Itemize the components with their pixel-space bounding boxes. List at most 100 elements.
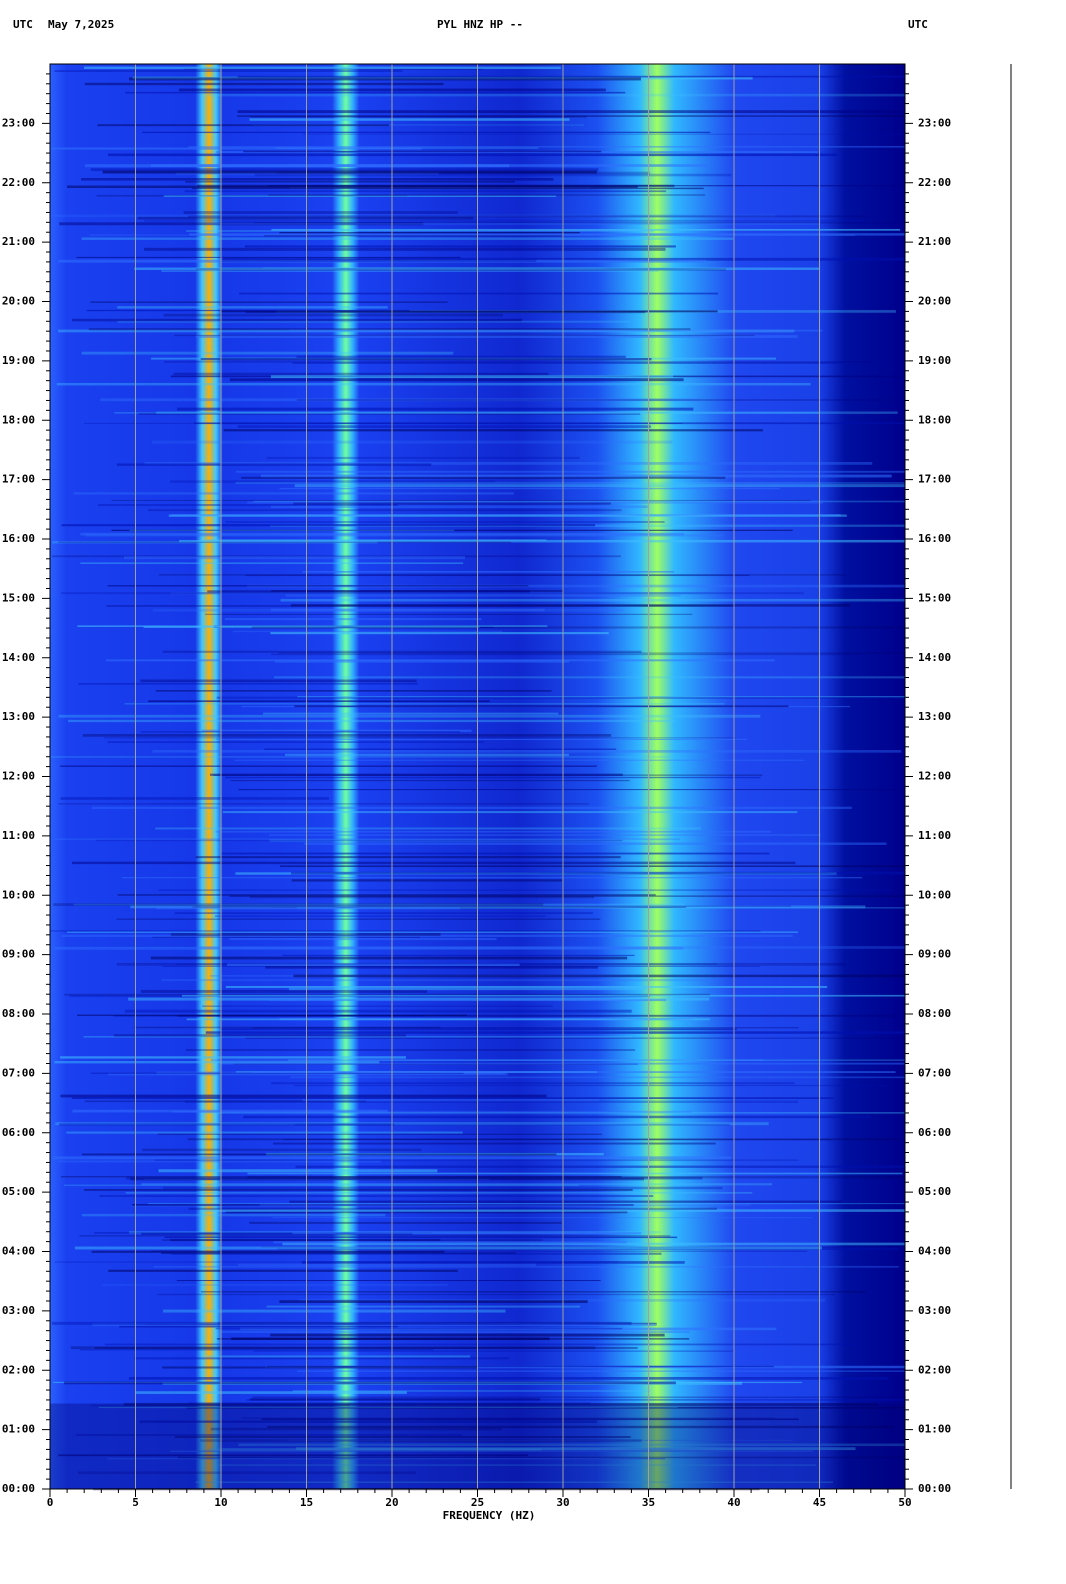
streak bbox=[161, 1252, 517, 1254]
streak bbox=[124, 703, 725, 705]
streak bbox=[125, 91, 626, 94]
streak bbox=[105, 659, 775, 662]
y-tick-label-right: 16:00 bbox=[918, 532, 951, 545]
streak bbox=[78, 683, 419, 685]
streak bbox=[206, 539, 547, 542]
streak bbox=[119, 1325, 398, 1328]
streak bbox=[170, 514, 841, 517]
streak bbox=[155, 827, 702, 830]
streak bbox=[261, 1246, 905, 1248]
y-tick-label-right: 15:00 bbox=[918, 591, 951, 604]
streak bbox=[219, 1330, 690, 1334]
streak bbox=[152, 936, 420, 938]
streak bbox=[60, 1176, 622, 1178]
streak bbox=[264, 235, 563, 237]
streak bbox=[218, 1322, 657, 1325]
streak bbox=[121, 877, 863, 879]
streak bbox=[252, 1396, 906, 1399]
y-tick-label-right: 06:00 bbox=[918, 1126, 951, 1139]
streak bbox=[107, 1458, 666, 1460]
streak bbox=[279, 1300, 588, 1303]
streak bbox=[158, 889, 891, 891]
streak bbox=[200, 1439, 642, 1442]
streak bbox=[294, 484, 905, 488]
streak bbox=[144, 462, 873, 465]
streak bbox=[225, 521, 665, 523]
streak bbox=[152, 750, 902, 753]
y-tick-label: 00:00 bbox=[2, 1482, 35, 1495]
streak bbox=[129, 529, 455, 531]
streak bbox=[285, 594, 681, 597]
y-tick-label-right: 17:00 bbox=[918, 473, 951, 486]
streak bbox=[64, 993, 711, 996]
streak bbox=[55, 1122, 769, 1126]
streak bbox=[151, 1250, 807, 1252]
streak bbox=[221, 310, 718, 313]
streak bbox=[81, 351, 454, 355]
streak bbox=[156, 411, 898, 414]
streak bbox=[67, 719, 675, 723]
streak bbox=[288, 987, 647, 991]
streak bbox=[289, 1200, 842, 1203]
streak bbox=[193, 422, 905, 425]
streak bbox=[301, 1261, 685, 1264]
streak bbox=[58, 803, 590, 805]
streak bbox=[208, 1448, 542, 1451]
streak bbox=[270, 632, 609, 635]
streak bbox=[237, 1263, 536, 1266]
streak bbox=[292, 1232, 642, 1235]
y-tick-label-right: 20:00 bbox=[918, 295, 951, 308]
streak bbox=[79, 1235, 671, 1237]
streak bbox=[91, 806, 852, 809]
streak bbox=[274, 660, 570, 663]
streak bbox=[234, 759, 805, 761]
streak bbox=[174, 1436, 631, 1438]
streak bbox=[125, 1191, 753, 1194]
streak bbox=[184, 1100, 798, 1103]
streak bbox=[57, 541, 511, 543]
streak bbox=[209, 773, 623, 776]
streak bbox=[270, 653, 862, 656]
streak bbox=[103, 737, 736, 739]
streak bbox=[243, 150, 602, 153]
streak bbox=[195, 905, 792, 907]
streak bbox=[88, 328, 691, 331]
x-tick-label: 25 bbox=[471, 1496, 484, 1509]
streak bbox=[199, 946, 905, 949]
y-tick-label: 20:00 bbox=[2, 295, 35, 308]
y-tick-label: 10:00 bbox=[2, 888, 35, 901]
streak bbox=[154, 1159, 799, 1162]
streak bbox=[84, 66, 561, 69]
streak bbox=[186, 1407, 905, 1409]
x-tick-label: 45 bbox=[813, 1496, 826, 1509]
streak bbox=[58, 259, 707, 263]
streak bbox=[183, 211, 458, 214]
streak bbox=[128, 1230, 661, 1234]
streak bbox=[177, 1456, 906, 1459]
streak bbox=[268, 834, 821, 837]
streak bbox=[60, 765, 597, 767]
streak bbox=[201, 1005, 553, 1007]
streak bbox=[91, 1250, 445, 1253]
streak bbox=[161, 979, 709, 982]
streak bbox=[107, 585, 529, 587]
streak bbox=[107, 153, 838, 157]
streak bbox=[290, 871, 905, 875]
streak bbox=[174, 334, 755, 337]
streak bbox=[163, 195, 557, 197]
plot-frame bbox=[49, 63, 906, 1490]
streak bbox=[59, 1123, 395, 1126]
streak bbox=[138, 412, 641, 415]
streak bbox=[253, 500, 906, 503]
streak bbox=[81, 237, 734, 240]
streak bbox=[241, 1417, 775, 1419]
streak bbox=[261, 1418, 799, 1421]
streak bbox=[186, 1049, 635, 1052]
y-tick-label-right: 14:00 bbox=[918, 651, 951, 664]
streak bbox=[107, 741, 485, 743]
streak bbox=[60, 1094, 547, 1098]
streak bbox=[213, 774, 763, 776]
x-tick-label: 20 bbox=[385, 1496, 398, 1509]
streak bbox=[92, 1323, 657, 1327]
streak bbox=[54, 70, 403, 72]
